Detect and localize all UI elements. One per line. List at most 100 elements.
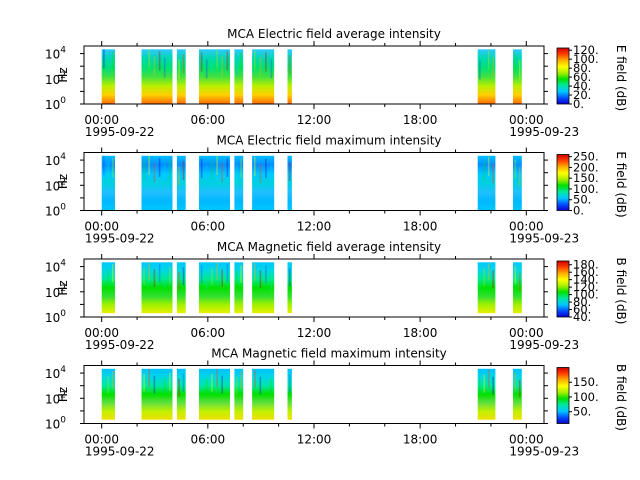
- data-streak: [216, 262, 218, 281]
- x-tick-date: 1995-09-23: [509, 232, 579, 246]
- x-tick-label: 12:00: [297, 326, 332, 340]
- panel-title: MCA Magnetic field maximum intensity: [211, 347, 447, 361]
- data-streak: [483, 374, 486, 393]
- data-streak: [200, 371, 203, 390]
- panel-title: MCA Magnetic field average intensity: [217, 240, 441, 254]
- data-streak: [492, 163, 494, 183]
- data-streak: [492, 376, 494, 395]
- data-block: [287, 155, 292, 211]
- x-tick-label: 18:00: [403, 433, 438, 447]
- x-tick-label: 00:00: [509, 220, 544, 234]
- y-tick-label: 102: [45, 177, 66, 193]
- x-tick-label: 00:00: [84, 326, 119, 340]
- data-streak: [487, 369, 490, 388]
- data-streak: [182, 160, 185, 180]
- data-streak: [205, 272, 208, 291]
- colorbar-tick-label: 50.: [573, 193, 591, 207]
- data-streak: [479, 60, 481, 80]
- colorbar-label: B field (dB): [614, 364, 628, 431]
- panel-title: MCA Electric field average intensity: [227, 27, 441, 41]
- data-block: [287, 368, 292, 420]
- y-tick-label: 104: [45, 46, 66, 62]
- data-streak: [487, 50, 490, 70]
- data-streak: [158, 157, 161, 177]
- data-streak: [492, 57, 494, 77]
- data-streak: [265, 158, 267, 178]
- x-tick-date: 1995-09-22: [85, 338, 155, 352]
- data-streak: [483, 161, 486, 181]
- data-streak: [148, 262, 150, 281]
- data-streak: [254, 263, 256, 282]
- data-block: [252, 262, 275, 314]
- data-streak: [254, 156, 256, 176]
- colorbar-tick-label: 100.: [573, 52, 599, 66]
- data-streak: [182, 373, 185, 392]
- colorbar-tick-label: 0.: [573, 204, 584, 218]
- y-axis-label: Hz: [56, 280, 70, 295]
- data-block: [477, 262, 496, 314]
- data-streak: [169, 266, 171, 285]
- data-streak: [518, 60, 521, 80]
- data-block: [141, 368, 173, 420]
- y-axis-label: Hz: [56, 174, 70, 189]
- x-tick-label: 06:00: [191, 433, 226, 447]
- y-tick-label: 100: [45, 96, 66, 112]
- data-block: [234, 155, 244, 211]
- data-streak: [163, 377, 166, 396]
- data-streak: [221, 375, 223, 394]
- colorbar-tick-label: 60.: [573, 303, 591, 317]
- data-block: [252, 155, 275, 211]
- data-streak: [148, 49, 150, 69]
- x-tick-label: 18:00: [403, 220, 438, 234]
- data-streak: [107, 375, 110, 394]
- data-streak: [211, 160, 213, 180]
- data-streak: [143, 160, 145, 180]
- y-axis-label: Hz: [56, 387, 70, 402]
- data-block: [234, 49, 244, 104]
- data-streak: [200, 52, 203, 72]
- colorbar-tick-label: 200.: [573, 160, 599, 174]
- data-block: [101, 49, 115, 104]
- data-block: [141, 262, 173, 314]
- data-streak: [216, 155, 218, 175]
- data-streak: [254, 369, 256, 388]
- data-streak: [259, 270, 262, 289]
- data-block: [252, 368, 275, 420]
- data-streak: [288, 374, 291, 393]
- colorbar-tick-label: 120.: [573, 280, 599, 294]
- data-streak: [265, 265, 267, 284]
- data-streak: [211, 267, 213, 286]
- data-block: [101, 155, 115, 211]
- data-block: [477, 368, 496, 420]
- data-block: [176, 368, 186, 420]
- data-block: [513, 155, 522, 211]
- colorbar-tick-label: 60.: [573, 70, 591, 84]
- data-streak: [178, 378, 180, 397]
- colorbar-scale: [556, 154, 570, 211]
- data-streak: [158, 51, 161, 71]
- colorbar-tick-label: 0.: [573, 97, 584, 111]
- data-streak: [107, 269, 110, 288]
- colorbar-tick-label: 250.: [573, 150, 599, 164]
- colorbar-tick-label: 100.: [573, 288, 599, 302]
- data-block: [477, 49, 496, 104]
- colorbar: 0.50.100.150.200.250. E field (dB): [556, 150, 628, 218]
- data-streak: [216, 368, 218, 387]
- data-streak: [169, 372, 171, 391]
- data-streak: [153, 162, 156, 182]
- y-tick-label: 104: [45, 259, 66, 275]
- data-streak: [107, 56, 110, 76]
- data-streak: [226, 157, 229, 177]
- x-tick-label: 12:00: [297, 113, 332, 127]
- colorbar-tick-label: 50.: [573, 405, 591, 419]
- x-tick-label: 18:00: [403, 326, 438, 340]
- data-streak: [221, 56, 223, 76]
- data-streak: [235, 376, 238, 395]
- data-streak: [103, 155, 105, 175]
- data-streak: [200, 265, 203, 284]
- data-streak: [483, 268, 486, 287]
- data-streak: [226, 51, 229, 71]
- x-tick-label: 12:00: [297, 220, 332, 234]
- colorbar: 40.60.80.100.120.140.160.180. B field (dB…: [556, 258, 628, 324]
- data-block: [513, 262, 522, 314]
